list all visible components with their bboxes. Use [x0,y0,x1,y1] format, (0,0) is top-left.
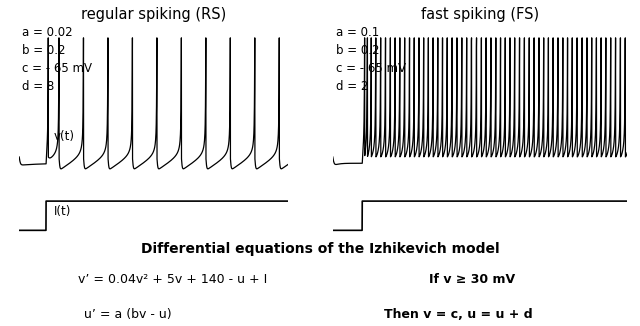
Text: v’ = 0.04v² + 5v + 140 - u + I: v’ = 0.04v² + 5v + 140 - u + I [78,273,268,286]
Text: u’ = a (bv - u): u’ = a (bv - u) [84,308,172,321]
Text: I(t): I(t) [54,205,72,218]
Text: a = 0.1
b = 0.2
c = - 65 mV
d = 2: a = 0.1 b = 0.2 c = - 65 mV d = 2 [336,26,406,93]
Text: v(t): v(t) [54,130,75,143]
Text: a = 0.02
b = 0.2
c = - 65 mV
d = 8: a = 0.02 b = 0.2 c = - 65 mV d = 8 [22,26,92,93]
Title: fast spiking (FS): fast spiking (FS) [421,7,539,22]
Text: If v ≥ 30 mV: If v ≥ 30 mV [429,273,515,286]
Title: regular spiking (RS): regular spiking (RS) [81,7,226,22]
Text: Then v = c, u = u + d: Then v = c, u = u + d [384,308,532,321]
Text: Differential equations of the Izhikevich model: Differential equations of the Izhikevich… [141,242,499,256]
